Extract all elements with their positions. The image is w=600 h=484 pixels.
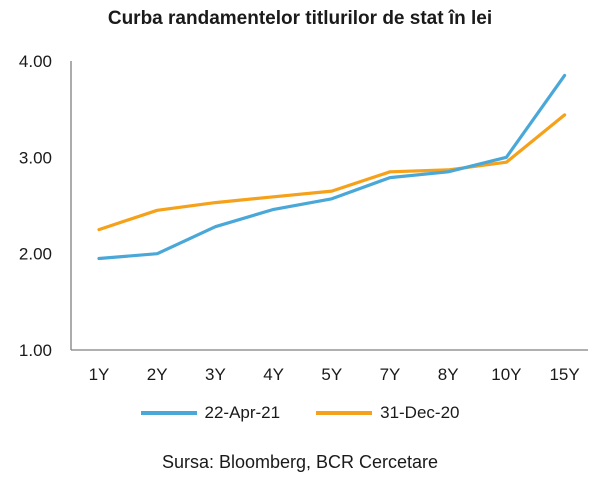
x-tick-label: 8Y [438,365,459,384]
chart-title: Curba randamentelor titlurilor de stat î… [107,8,493,29]
series-line-1 [97,73,567,261]
y-tick-label: 3.00 [19,148,52,167]
x-tick-label: 4Y [263,365,284,384]
legend-item-series-1: 22-Apr-21 [140,403,281,423]
legend-swatch-series-2 [316,411,373,415]
x-tick-label: 1Y [89,365,110,384]
y-axis-ticks: 1.00 2.00 3.00 4.00 [19,52,52,360]
series-line-2 [97,113,567,232]
legend-label-series-2: 31-Dec-20 [380,403,460,422]
x-tick-label: 2Y [147,365,168,384]
x-axis-ticks: 1Y 2Y 3Y 4Y 5Y 7Y 8Y 10Y 15Y [89,365,580,384]
x-tick-label: 3Y [205,365,226,384]
x-tick-label: 5Y [321,365,342,384]
y-tick-label: 4.00 [19,52,52,71]
y-tick-label: 1.00 [19,341,52,360]
legend-swatch-series-1 [140,411,197,415]
x-tick-label: 7Y [380,365,401,384]
line-chart: 1.00 2.00 3.00 4.00 1Y 2Y 3Y 4Y 5Y 7Y 8Y 10Y 15Y [19,52,588,384]
legend-label-series-1: 22-Apr-21 [204,403,281,422]
legend: 22-Apr-21 31-Dec-20 [0,403,600,423]
y-tick-label: 2.00 [19,245,52,264]
series-lines [97,73,567,261]
legend-item-series-2: 31-Dec-20 [316,403,459,423]
x-tick-label: 10Y [491,365,521,384]
x-tick-label: 15Y [549,365,579,384]
source-note: Sursa: Bloomberg, BCR Cercetare [161,452,439,472]
